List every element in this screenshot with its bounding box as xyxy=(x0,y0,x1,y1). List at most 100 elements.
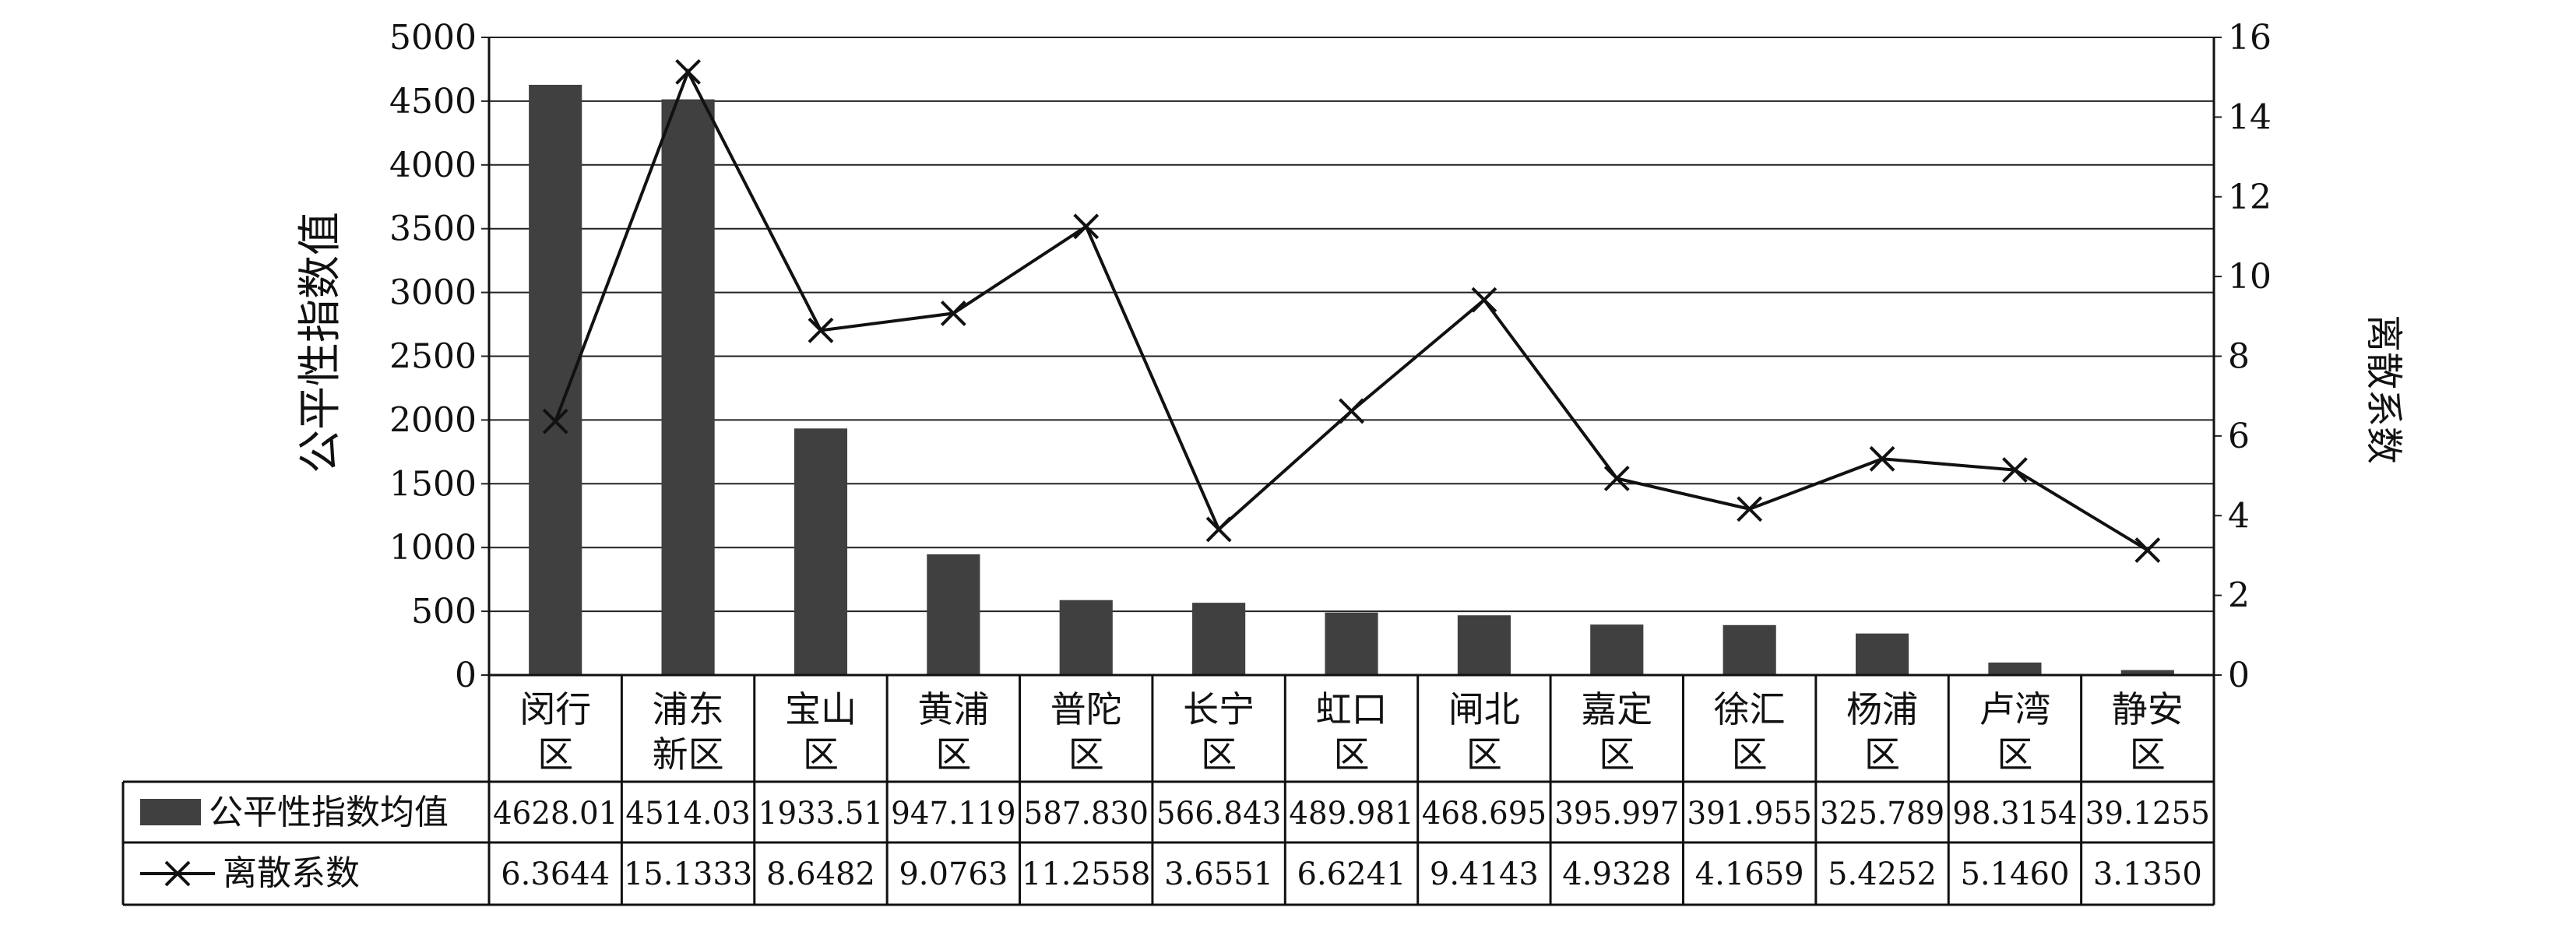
data-table: 闵行区浦东新区宝山区黄浦区普陀区长宁区虹口区闸北区嘉定区徐汇区杨浦区卢湾区静安区… xyxy=(121,675,2215,906)
gridlines xyxy=(489,37,2214,613)
table-cell: 15.1333 xyxy=(624,856,752,892)
bar xyxy=(529,84,582,676)
x-marker-stroke xyxy=(1205,516,1232,543)
category-label: 区 xyxy=(1732,733,1768,776)
category-label: 区 xyxy=(803,733,839,776)
table-cell: 1933.51 xyxy=(758,796,883,832)
category-label: 虹口 xyxy=(1316,688,1388,730)
table-cell: 5.4252 xyxy=(1828,856,1937,892)
table-cell: 8.6482 xyxy=(766,856,875,892)
category-label: 徐汇 xyxy=(1714,688,1786,730)
category-label: 区 xyxy=(1466,733,1502,776)
bar xyxy=(1855,633,1909,675)
bar xyxy=(1192,603,1246,675)
bar xyxy=(661,99,715,676)
x-marker xyxy=(1737,496,1763,522)
y2-tick-label: 2 xyxy=(2228,576,2250,616)
table-cell: 98.3154 xyxy=(1952,796,2077,832)
y-tick-label: 5000 xyxy=(389,18,477,58)
x-marker xyxy=(2134,537,2161,563)
category-label: 区 xyxy=(935,733,971,776)
x-marker xyxy=(940,300,966,326)
category-label: 区 xyxy=(1599,733,1635,776)
x-marker xyxy=(1073,213,1100,240)
legend-x-marker xyxy=(164,860,191,887)
category-label: 闸北 xyxy=(1448,688,1520,730)
x-marker xyxy=(1339,398,1364,424)
x-marker-stroke xyxy=(542,408,568,434)
category-label: 区 xyxy=(2130,733,2166,776)
x-marker-stroke xyxy=(1339,398,1364,424)
table-cell: 5.1460 xyxy=(1960,856,2069,892)
y2-tick-label: 0 xyxy=(2228,656,2250,695)
x-marker-stroke xyxy=(675,58,701,85)
y2-tick-label: 10 xyxy=(2228,257,2272,297)
table-cell: 391.955 xyxy=(1687,796,1811,832)
bar xyxy=(927,554,980,675)
category-label: 闵行 xyxy=(519,688,591,730)
table-cell: 395.997 xyxy=(1554,796,1679,832)
y2-tick-label: 14 xyxy=(2228,97,2272,137)
table-cell: 325.789 xyxy=(1820,796,1944,832)
category-label: 静安 xyxy=(2112,688,2184,730)
category-label: 区 xyxy=(537,733,573,776)
table-cell: 3.6551 xyxy=(1164,856,1273,892)
category-label: 浦东 xyxy=(653,688,724,730)
y2-tick-label: 6 xyxy=(2228,417,2250,456)
category-label: 黄浦 xyxy=(917,688,989,730)
category-label: 区 xyxy=(1864,733,1900,776)
line-series xyxy=(542,58,2161,563)
y-tick-label: 1500 xyxy=(389,464,477,504)
y-tick-label: 1000 xyxy=(389,528,477,568)
x-marker xyxy=(542,408,568,434)
x-marker-stroke xyxy=(2134,537,2161,563)
x-marker xyxy=(1471,287,1497,313)
bar xyxy=(1325,612,1378,675)
bar xyxy=(1457,615,1511,675)
y-tick-label: 3500 xyxy=(389,209,477,249)
x-marker-stroke xyxy=(1869,445,1895,472)
bar xyxy=(2120,670,2174,675)
table-cell: 11.2558 xyxy=(1022,856,1150,892)
dispersion-line xyxy=(554,68,2148,552)
legend-label: 公平性指数均值 xyxy=(209,793,449,832)
y-tick-label: 3000 xyxy=(389,273,477,313)
x-marker-stroke xyxy=(1603,466,1630,491)
table-cell: 566.843 xyxy=(1156,796,1281,832)
table-cell: 3.1350 xyxy=(2093,856,2202,892)
y-tick-label: 4000 xyxy=(389,146,477,185)
x-marker-stroke xyxy=(808,317,834,343)
table-cell: 4628.01 xyxy=(493,796,618,832)
category-label: 新区 xyxy=(653,733,724,776)
bar xyxy=(1590,624,1644,675)
y2-tick-label: 16 xyxy=(2228,18,2272,58)
table-cell: 4514.03 xyxy=(625,796,750,832)
x-marker-stroke xyxy=(940,300,966,326)
bar xyxy=(1059,600,1113,675)
category-label: 区 xyxy=(1334,733,1370,776)
x-marker-stroke xyxy=(2002,457,2028,484)
category-label: 区 xyxy=(1201,733,1237,776)
table-cell: 4.1659 xyxy=(1695,856,1804,892)
bar xyxy=(1723,624,1776,675)
x-marker xyxy=(808,317,834,343)
x-marker-stroke xyxy=(1737,496,1763,522)
category-label: 杨浦 xyxy=(1846,688,1918,730)
table-cell: 6.6241 xyxy=(1297,856,1406,892)
category-label: 区 xyxy=(1997,733,2032,776)
x-marker xyxy=(1205,516,1232,543)
x-marker-stroke xyxy=(1073,213,1100,240)
table-cell: 4.9328 xyxy=(1562,856,1671,892)
table-cell: 489.981 xyxy=(1289,796,1413,832)
table-cell: 947.119 xyxy=(891,796,1015,832)
axes: 0 500 1000 1500 2000 2500 3000 3500 4000 4500 5000… xyxy=(389,18,2272,695)
table-cell: 468.695 xyxy=(1422,796,1547,832)
y-tick-label: 2000 xyxy=(389,400,477,440)
y2-tick-label: 8 xyxy=(2228,337,2250,377)
table-cell: 9.4143 xyxy=(1430,856,1539,892)
table-cell: 587.830 xyxy=(1024,796,1149,832)
legend-bar-swatch xyxy=(140,799,201,825)
x-marker-stroke xyxy=(1471,287,1497,313)
y-tick-label: 500 xyxy=(411,592,477,631)
